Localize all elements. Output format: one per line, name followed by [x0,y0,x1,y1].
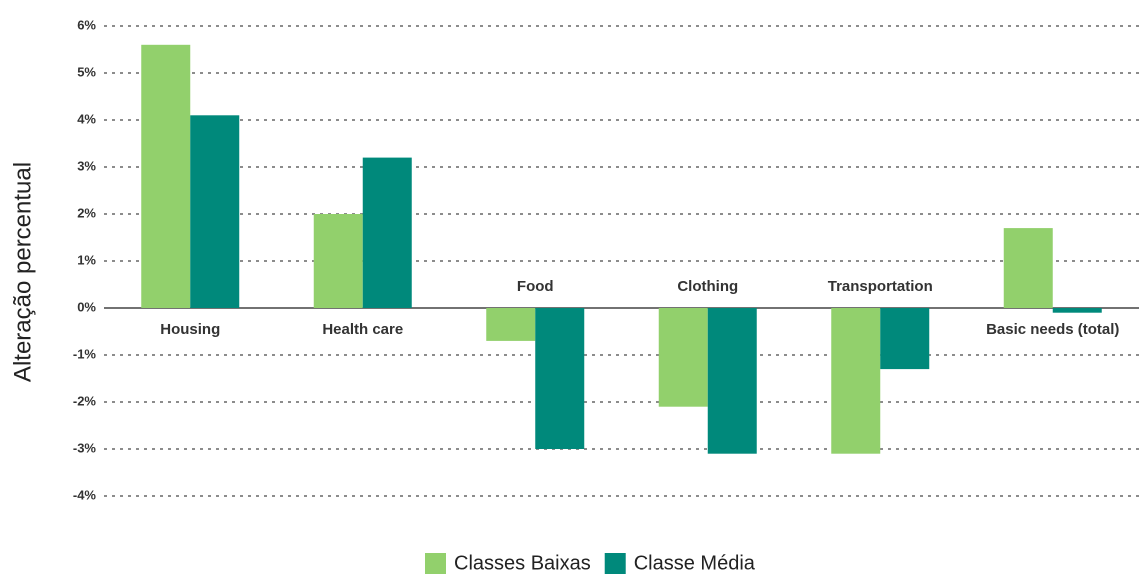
bar [707,308,757,454]
x-tick-label: Transportation [828,278,933,295]
y-tick-label: -3% [73,440,97,455]
bar [141,44,191,309]
legend-label: Classes Baixas [454,552,591,574]
bar [362,157,412,308]
bar [1003,228,1053,308]
bar [880,308,930,370]
y-tick-label: 1% [77,252,96,267]
bar [535,308,585,449]
x-tick-label: Basic needs (total) [986,321,1119,338]
y-tick-label: 5% [77,64,96,79]
legend-swatch [604,553,626,574]
legend-swatch [425,553,446,574]
bar [313,214,363,308]
x-tick-label: Food [517,278,554,295]
y-axis-title: Alteração percentual [9,162,36,382]
y-tick-label: -1% [73,346,97,361]
bar [190,115,240,308]
y-tick-label: 4% [77,111,96,126]
y-tick-label: 3% [77,158,96,173]
legend-label: Classe Média [634,552,756,574]
x-tick-label: Clothing [677,278,738,295]
y-tick-label: 2% [77,205,96,220]
bar [1052,308,1102,313]
x-tick-label: Housing [160,321,220,338]
y-tick-label: -4% [73,487,97,502]
bar [658,308,708,407]
bar [486,308,536,341]
bar [831,308,881,454]
x-tick-label: Health care [322,321,403,338]
y-tick-label: 0% [77,299,96,314]
y-tick-label: 6% [77,17,96,32]
y-tick-label: -2% [73,393,97,408]
